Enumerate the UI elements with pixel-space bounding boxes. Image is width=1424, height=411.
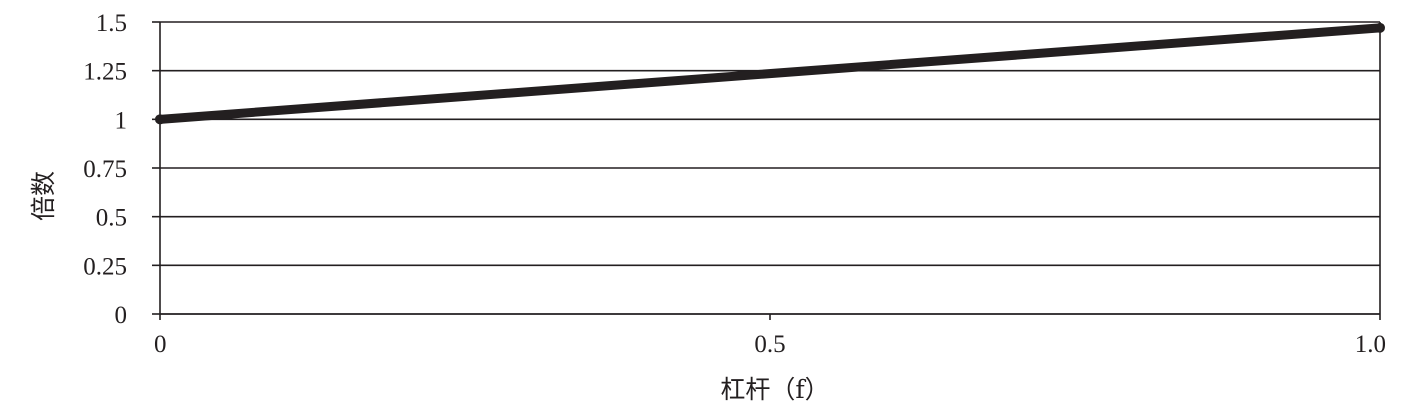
x-tick-labels: 0 0.5 1.0 [154, 331, 1386, 358]
x-tick-label: 0 [154, 331, 167, 358]
data-point [1375, 22, 1385, 33]
y-tick-labels: 0 0.25 0.5 0.75 1 1.25 1.5 [83, 10, 127, 329]
y-tick-label: 0.25 [83, 253, 127, 280]
x-tick-label: 0.5 [754, 331, 785, 358]
x-axis-title: 杠杆（f） [720, 375, 829, 404]
axes [152, 21, 1381, 320]
data-point [155, 114, 165, 125]
gridlines [160, 21, 1380, 315]
x-tick-label: 1.0 [1355, 331, 1386, 358]
y-tick-label: 1 [115, 107, 128, 134]
y-tick-label: 1.5 [96, 10, 127, 37]
y-tick-label: 0.75 [83, 156, 127, 183]
series-line-0 [155, 23, 1385, 124]
y-tick-label: 0 [115, 302, 128, 329]
y-tick-label: 1.25 [83, 59, 127, 86]
y-axis-title: 倍数 [29, 171, 58, 221]
series-layer [155, 22, 1385, 125]
y-tick-label: 0.5 [96, 205, 127, 232]
